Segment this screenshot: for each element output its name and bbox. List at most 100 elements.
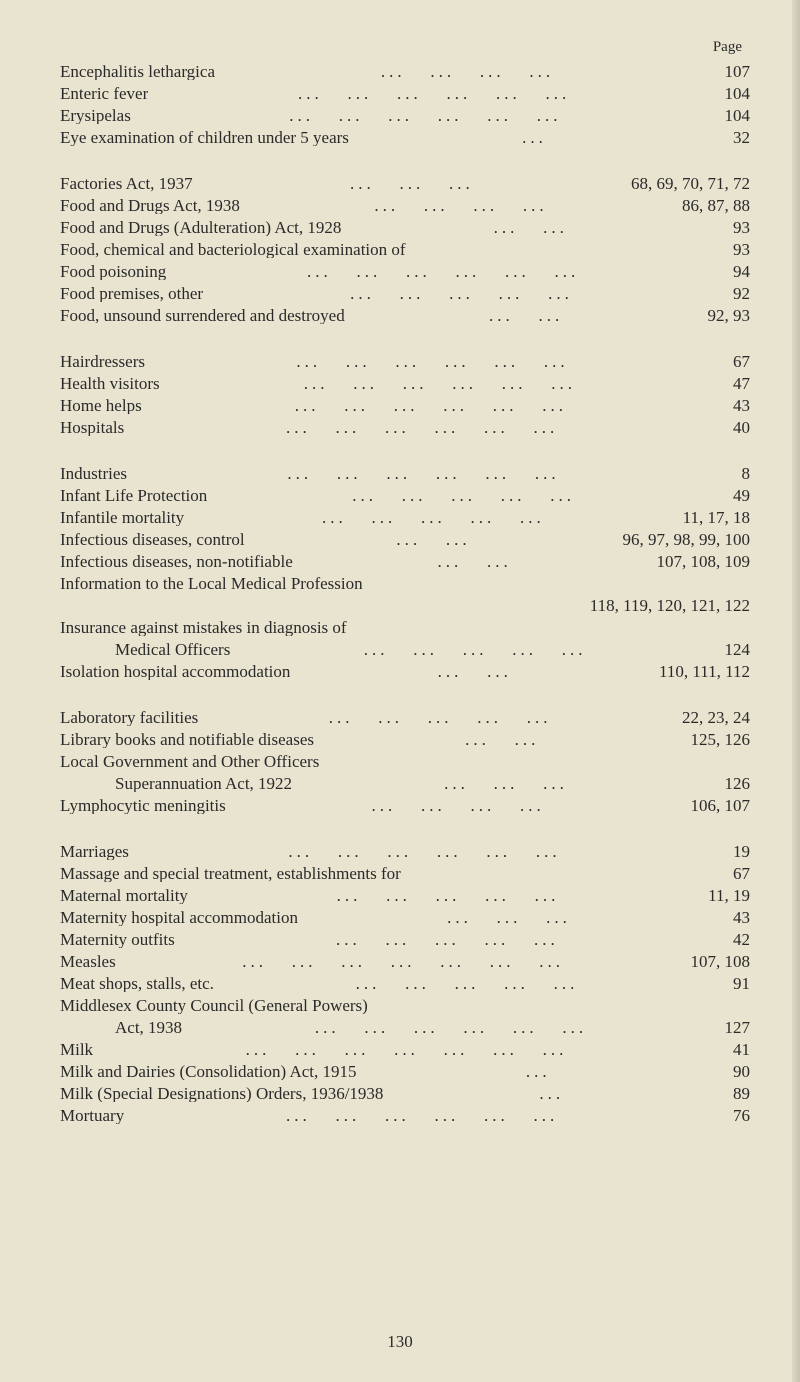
index-entry-label: Food premises, other xyxy=(60,285,203,302)
index-entry-pages: 104 xyxy=(720,107,750,124)
index-entry-pages: 49 xyxy=(720,487,750,504)
index-entry-dots: ... xyxy=(535,1085,568,1102)
index-entry-pages: 11, 19 xyxy=(708,887,750,904)
index-entry-pages: 124 xyxy=(720,641,750,658)
index-entry: Maternity outfits... ... ... ... ...42 xyxy=(60,931,750,948)
index-entry-pages: 11, 17, 18 xyxy=(683,509,750,526)
index-entry-pages: 92, 93 xyxy=(707,307,750,324)
index-entry-label: Infant Life Protection xyxy=(60,487,207,504)
index-entry: Food and Drugs Act, 1938... ... ... ...8… xyxy=(60,197,750,214)
index-entry-dots: ... ... ... ... ... ... xyxy=(292,353,572,370)
index-entry-dots: ... ... xyxy=(434,553,516,570)
index-entry-pages: 43 xyxy=(720,909,750,926)
index-entry-pages: 89 xyxy=(720,1085,750,1102)
index-entry-label: Mortuary xyxy=(60,1107,124,1124)
index-entry-pages: 67 xyxy=(720,353,750,370)
index-entry: Library books and notifiable diseases...… xyxy=(60,731,750,748)
index-entry-dots: ... ... xyxy=(490,219,572,236)
index-entry-label: Middlesex County Council (General Powers… xyxy=(60,997,368,1014)
index-entry-label: Home helps xyxy=(60,397,142,414)
index-entry-dots: ... ... xyxy=(392,531,474,548)
index-entry-dots: ... xyxy=(522,1063,555,1080)
index-entry: Isolation hospital accommodation... ...1… xyxy=(60,663,750,680)
index-entry-label: Isolation hospital accommodation xyxy=(60,663,290,680)
index-entry-label: Food and Drugs Act, 1938 xyxy=(60,197,240,214)
index-entry-pages: 22, 23, 24 xyxy=(682,709,750,726)
index-entry-label: Marriages xyxy=(60,843,129,860)
index-entry: Medical Officers... ... ... ... ...124 xyxy=(60,641,750,658)
index-entry-label: Food, unsound surrendered and destroyed xyxy=(60,307,345,324)
index-entry-dots: ... ... xyxy=(485,307,567,324)
index-entry-label: Erysipelas xyxy=(60,107,131,124)
index-entry: Erysipelas ... ... ... ... ... ... 104 xyxy=(60,107,750,124)
index-entry-label: Food, chemical and bacteriological exami… xyxy=(60,241,406,258)
index-entry: Measles... ... ... ... ... ... ...107, 1… xyxy=(60,953,750,970)
index-entry-label: Enteric fever xyxy=(60,85,148,102)
index-entry: Infectious diseases, non-notifiable... .… xyxy=(60,553,750,570)
index-entry-label: Milk xyxy=(60,1041,93,1058)
index-entry-pages: 107 xyxy=(720,63,750,80)
index-entry: Milk and Dairies (Consolidation) Act, 19… xyxy=(60,1063,750,1080)
index-entry-label: Lymphocytic meningitis xyxy=(60,797,226,814)
index-entry-pages: 47 xyxy=(720,375,750,392)
index-entry-label: Industries xyxy=(60,465,127,482)
index-entry: Marriages... ... ... ... ... ...19 xyxy=(60,843,750,860)
index-entry-dots: ... ... ... ... ... ... xyxy=(285,107,565,124)
index-entry-label: Milk and Dairies (Consolidation) Act, 19… xyxy=(60,1063,357,1080)
page-number: 130 xyxy=(0,1333,800,1350)
section-gap xyxy=(60,329,750,353)
index-entry-label: Health visitors xyxy=(60,375,160,392)
index-entry: Information to the Local Medical Profess… xyxy=(60,575,750,592)
index-entry: Food poisoning... ... ... ... ... ...94 xyxy=(60,263,750,280)
index-entry-dots: ... ... ... ... ... ... xyxy=(294,85,574,102)
index-entry-label: Local Government and Other Officers xyxy=(60,753,319,770)
index-entry: Act, 1938... ... ... ... ... ...127 xyxy=(60,1019,750,1036)
index-entry: Maternal mortality... ... ... ... ...11,… xyxy=(60,887,750,904)
index-entry-label: Factories Act, 1937 xyxy=(60,175,193,192)
index-entry-label: Massage and special treatment, establish… xyxy=(60,865,401,882)
index-entry: Enteric fever... ... ... ... ... ...104 xyxy=(60,85,750,102)
index-entry-pages: 94 xyxy=(720,263,750,280)
index-entry-label: Measles xyxy=(60,953,116,970)
section-gap xyxy=(60,441,750,465)
index-entry-dots: ... ... ... ... ... ... xyxy=(311,1019,591,1036)
index-entry: Infectious diseases, control... ...96, 9… xyxy=(60,531,750,548)
index-entry-pages: 68, 69, 70, 71, 72 xyxy=(631,175,750,192)
index-entry-dots: ... ... ... ... ... ... xyxy=(300,375,580,392)
index-entry-dots: ... ... ... ... xyxy=(377,63,558,80)
index-entry-dots: ... ... ... xyxy=(346,175,478,192)
index-entry: Local Government and Other Officers xyxy=(60,753,750,770)
index-entry-pages: 8 xyxy=(720,465,750,482)
index-entry: Hospitals... ... ... ... ... ...40 xyxy=(60,419,750,436)
index-entry: Massage and special treatment, establish… xyxy=(60,865,750,882)
index-entry-pages: 67 xyxy=(720,865,750,882)
index-entry-pages: 93 xyxy=(720,241,750,258)
index-entry: Eye examination of children under 5 year… xyxy=(60,129,750,146)
index-entry: Hairdressers... ... ... ... ... ...67 xyxy=(60,353,750,370)
index-entry-dots: ... ... ... ... ... xyxy=(360,641,591,658)
index-entry-dots: ... ... ... ... xyxy=(367,797,548,814)
index-entry-pages: 86, 87, 88 xyxy=(682,197,750,214)
index-entry-pages: 107, 108 xyxy=(691,953,751,970)
index-entry-pages: 110, 111, 112 xyxy=(659,663,750,680)
index-entry-pages: 19 xyxy=(720,843,750,860)
index-entry-dots: ... ... ... ... ... xyxy=(348,487,579,504)
index-entry-label: Infectious diseases, control xyxy=(60,531,245,548)
index-entry-dots: ... ... ... ... ... xyxy=(333,887,564,904)
index-entry-dots: ... ... xyxy=(461,731,543,748)
index-entry-dots: ... ... ... ... ... xyxy=(318,509,549,526)
index-entry-dots: ... ... ... xyxy=(443,909,575,926)
index-entry-dots: ... ... ... ... ... ... xyxy=(303,263,583,280)
index-entry: Infant Life Protection ... ... ... ... ..… xyxy=(60,487,750,504)
index-entry: Food premises, other... ... ... ... ...9… xyxy=(60,285,750,302)
index-entry-pages: 107, 108, 109 xyxy=(657,553,751,570)
index-entry: Health visitors ... ... ... ... ... ... 47 xyxy=(60,375,750,392)
index-entry-label: Food and Drugs (Adulteration) Act, 1928 xyxy=(60,219,341,236)
index-entry-dots: ... ... ... ... ... xyxy=(332,931,563,948)
index-entry-dots: ... ... ... ... ... ... xyxy=(291,397,571,414)
index-entry-pages: 92 xyxy=(720,285,750,302)
index-entry-label: Hospitals xyxy=(60,419,124,436)
index-entry: Food, unsound surrendered and destroyed.… xyxy=(60,307,750,324)
index-entry: Industries... ... ... ... ... ...8 xyxy=(60,465,750,482)
index-entry-dots: ... ... ... xyxy=(440,775,572,792)
